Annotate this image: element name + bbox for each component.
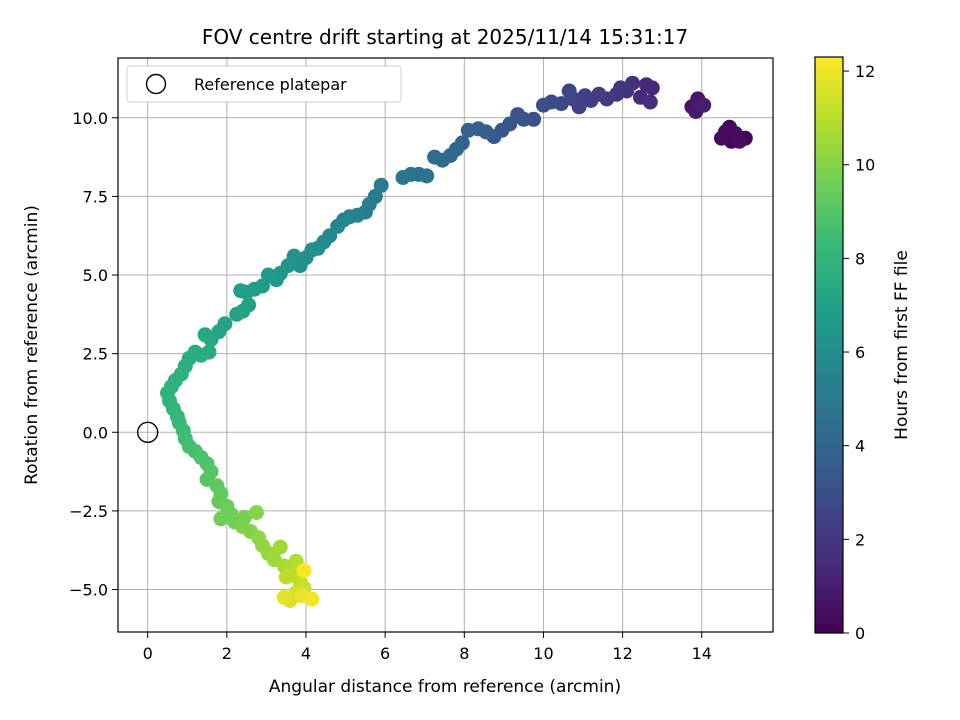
data-point — [536, 97, 551, 113]
x-tick-label: 6 — [380, 644, 390, 663]
y-axis-label: Rotation from reference (arcmin) — [22, 205, 42, 485]
data-point — [561, 83, 577, 99]
y-tick-label: 10.0 — [72, 109, 108, 128]
y-axis-ticks: −5.0 −2.5 0.0 2.5 5.0 7.5 10.0 — [69, 109, 118, 600]
colorbar-tick-label: 4 — [855, 437, 865, 456]
colorbar-tick-label: 6 — [855, 343, 865, 362]
data-point — [427, 149, 443, 165]
x-tick-label: 0 — [143, 644, 153, 663]
data-point — [278, 569, 294, 585]
data-point — [197, 327, 213, 343]
x-tick-label: 14 — [692, 644, 712, 663]
data-point — [696, 97, 712, 113]
y-tick-label: 7.5 — [83, 187, 108, 206]
data-point — [272, 539, 288, 555]
x-tick-label: 2 — [222, 644, 232, 663]
x-tick-label: 10 — [533, 644, 553, 663]
x-axis-ticks: 0 2 4 6 8 10 12 14 — [143, 632, 712, 663]
legend-label: Reference platepar — [194, 75, 347, 94]
colorbar-tick-label: 2 — [855, 530, 865, 549]
y-tick-label: 0.0 — [83, 423, 108, 442]
colorbar-label: Hours from first FF file — [892, 250, 912, 440]
x-tick-label: 4 — [301, 644, 311, 663]
x-axis-label: Angular distance from reference (arcmin) — [269, 677, 621, 697]
data-points — [160, 75, 753, 608]
reference-platepar-marker — [136, 421, 159, 443]
y-tick-label: −5.0 — [69, 581, 108, 600]
y-tick-label: 5.0 — [83, 266, 108, 285]
data-point — [249, 505, 264, 520]
colorbar — [814, 56, 844, 634]
data-point — [229, 306, 245, 322]
grid-lines — [118, 58, 773, 632]
data-point — [714, 130, 729, 146]
data-point — [395, 170, 411, 185]
data-point — [460, 122, 476, 138]
data-point — [276, 589, 292, 605]
data-point — [213, 511, 229, 527]
plot-frame — [117, 57, 774, 633]
y-tick-label: −2.5 — [69, 502, 108, 521]
data-point — [304, 591, 320, 607]
legend-marker-icon — [145, 73, 167, 95]
data-point — [373, 177, 389, 193]
data-point — [638, 77, 654, 93]
colorbar-ticks: 0 2 4 6 8 10 12 — [843, 62, 875, 643]
x-tick-label: 12 — [612, 644, 632, 663]
data-point — [260, 267, 276, 283]
data-point — [642, 94, 658, 110]
data-point — [233, 283, 249, 299]
colorbar-tick-label: 8 — [855, 249, 865, 268]
chart-title: FOV centre drift starting at 2025/11/14 … — [202, 25, 688, 49]
plot-background — [118, 58, 773, 632]
x-tick-label: 8 — [459, 644, 469, 663]
colorbar-tick-label: 12 — [855, 62, 875, 81]
y-tick-label: 2.5 — [83, 345, 108, 364]
data-point — [577, 88, 593, 104]
data-point — [296, 563, 312, 579]
colorbar-tick-label: 0 — [855, 624, 865, 643]
data-point — [731, 133, 747, 149]
colorbar-tick-label: 10 — [855, 156, 875, 175]
legend-box — [126, 65, 402, 103]
legend: Reference platepar — [126, 65, 402, 103]
